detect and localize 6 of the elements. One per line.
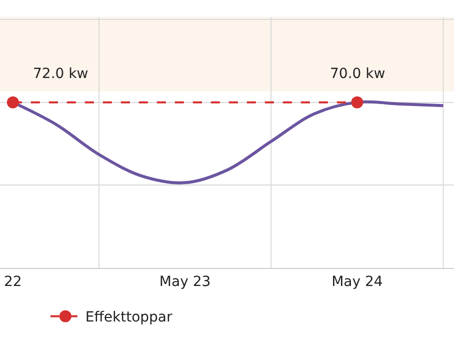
annotation: 70.0 kw <box>330 66 386 82</box>
x-tick-label: May 24 <box>332 274 383 290</box>
annotation: 72.0 kw <box>33 66 88 82</box>
x-tick-label: May 23 <box>159 274 211 290</box>
legend-label: Effekttoppar <box>85 310 173 326</box>
x-tick-label: 22 <box>4 274 22 290</box>
